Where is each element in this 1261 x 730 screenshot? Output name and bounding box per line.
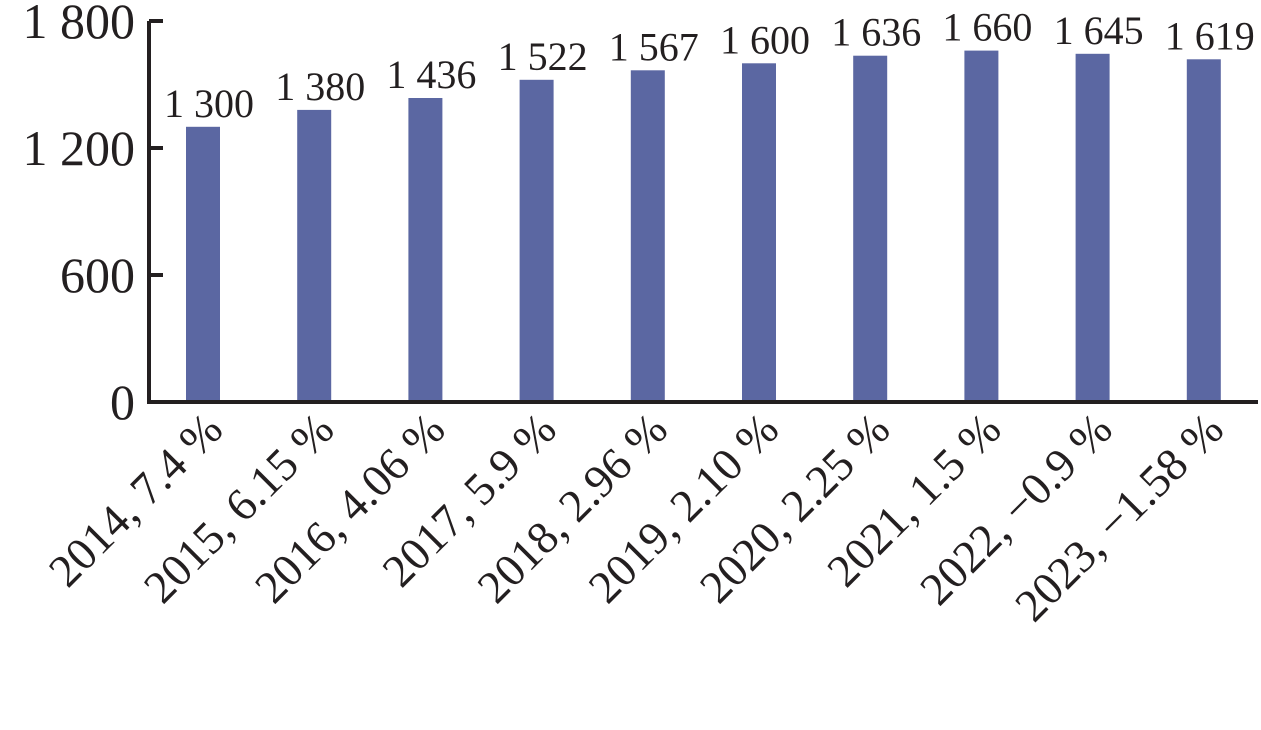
bar-4 (630, 70, 665, 403)
bar-8 (1075, 53, 1110, 403)
y-tick-label-2: 1 200 (23, 120, 136, 176)
bar-6 (853, 55, 888, 402)
value-label-1: 1 380 (275, 64, 365, 109)
bar-5 (742, 63, 776, 403)
y-ticks-group: 0 600 1 200 1 800 (23, 0, 163, 430)
y-tick-label-3: 1 800 (23, 0, 136, 49)
value-label-0: 1 300 (164, 81, 254, 126)
bar-9 (1186, 59, 1221, 403)
bar-0 (186, 126, 220, 403)
value-labels-group: 1 300 1 380 1 436 1 522 1 567 1 600 1 636 1 660… (164, 5, 1255, 126)
value-label-5: 1 600 (720, 17, 810, 62)
axes-group (147, 21, 1258, 404)
value-label-6: 1 636 (831, 10, 921, 55)
x-labels-group: 2014, 7.4 %2015, 6.15 %2016, 4.06 %2017,… (39, 403, 1233, 631)
value-label-2: 1 436 (386, 52, 476, 97)
bars-group (186, 50, 1221, 403)
bar-1 (297, 109, 332, 403)
value-label-7: 1 660 (942, 5, 1032, 50)
y-tick-label-1: 600 (60, 247, 135, 303)
bar-2 (408, 98, 443, 402)
bar-3 (519, 79, 554, 403)
value-label-8: 1 645 (1054, 8, 1144, 53)
value-label-4: 1 567 (609, 24, 699, 69)
y-tick-label-0: 0 (110, 374, 135, 430)
value-label-3: 1 522 (498, 34, 588, 79)
bar-7 (964, 50, 999, 402)
value-label-9: 1 619 (1165, 13, 1255, 58)
